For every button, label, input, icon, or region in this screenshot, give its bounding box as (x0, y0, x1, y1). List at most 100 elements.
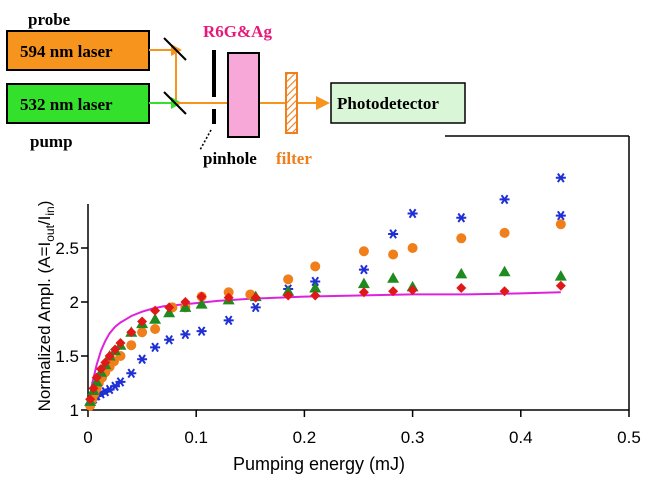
laser-594-label: 594 nm laser (20, 42, 113, 61)
data-point-asterisk (150, 342, 161, 353)
photodetector-label: Photodetector (337, 94, 439, 113)
data-point-diamond (115, 338, 126, 349)
data-point-circle (358, 246, 369, 257)
y-axis-label-mid: /I (35, 216, 54, 225)
y-tick-label: 2 (70, 293, 79, 312)
setup-diagram: probe 594 nm laser 532 nm laser pump pin… (6, 10, 466, 168)
data-point-triangle (357, 277, 370, 289)
data-marks-layer (84, 172, 567, 411)
x-axis-label: Pumping energy (mJ) (233, 454, 405, 474)
data-point-asterisk (310, 276, 321, 287)
data-point-circle (137, 327, 148, 338)
data-point-asterisk (126, 368, 137, 379)
data-point-triangle (149, 313, 162, 324)
data-point-diamond (137, 316, 148, 327)
series-triangle (84, 265, 567, 406)
data-point-asterisk (223, 315, 234, 326)
data-point-diamond (407, 285, 418, 296)
x-tick-label: 0 (83, 428, 92, 447)
data-point-asterisk (196, 326, 207, 336)
x-tick-label: 0.5 (617, 428, 641, 447)
filter (285, 72, 298, 134)
data-point-triangle (498, 265, 511, 277)
mirror-top (163, 37, 187, 61)
photodetector-box (330, 82, 466, 124)
data-point-triangle (282, 285, 295, 296)
data-point-circle (407, 243, 418, 253)
sample-label: R6G&Ag (203, 22, 272, 41)
data-point-diamond (164, 302, 175, 313)
y-tick-labels: 1 1.5 2 2.5 (55, 239, 79, 420)
data-point-diamond (126, 327, 137, 338)
data-point-circle (499, 227, 510, 238)
data-point-diamond (85, 394, 96, 405)
x-tick-label: 0.2 (293, 428, 317, 447)
data-point-diamond (456, 282, 467, 293)
data-point-triangle (554, 270, 567, 281)
x-tick-label: 0.3 (401, 428, 425, 447)
series-asterisk (85, 172, 566, 410)
filter-label: filter (276, 149, 312, 168)
y-axis-label-end: ) (35, 201, 54, 207)
x-tick-labels: 0 0.1 0.2 0.3 0.4 0.5 (83, 428, 641, 447)
data-point-diamond (88, 383, 99, 394)
data-point-circle (150, 324, 161, 334)
data-point-asterisk (456, 212, 467, 223)
data-point-circle (283, 274, 294, 285)
data-point-diamond (100, 357, 111, 368)
data-point-asterisk (137, 354, 148, 365)
data-point-triangle (195, 298, 208, 309)
data-point-asterisk (115, 377, 126, 387)
data-point-circle (555, 219, 566, 230)
data-point-asterisk (499, 194, 510, 205)
probe-label: probe (28, 10, 71, 29)
pump-label: pump (30, 132, 73, 151)
probe-beam (149, 49, 177, 103)
data-point-diamond (150, 305, 161, 316)
data-point-diamond (555, 280, 566, 291)
data-point-circle (310, 261, 321, 272)
data-point-diamond (110, 344, 121, 355)
data-point-circle (223, 287, 234, 298)
y-axis-label-main: Normalized Ampl. (A=I (35, 242, 54, 412)
sample-cuvette (227, 52, 260, 138)
data-point-asterisk (164, 334, 175, 345)
output-beam-arrowhead (316, 96, 330, 110)
pinhole-pointer (199, 129, 212, 151)
data-point-asterisk (388, 229, 399, 239)
y-tick-label: 2.5 (55, 239, 79, 258)
y-ticks (81, 247, 88, 411)
y-tick-label: 1 (70, 401, 79, 420)
x-ticks (87, 410, 630, 417)
data-point-asterisk (358, 264, 369, 275)
data-point-asterisk (555, 172, 566, 183)
data-point-circle (126, 340, 137, 351)
y-tick-label: 1.5 (55, 347, 79, 366)
data-point-diamond (250, 292, 261, 303)
y-axis-label-sub-in: in (43, 206, 57, 215)
data-point-diamond (91, 372, 102, 383)
laser-532-label: 532 nm laser (20, 95, 113, 114)
data-point-diamond (180, 297, 191, 307)
data-point-triangle (309, 281, 322, 293)
series-circle (85, 219, 566, 411)
x-tick-label: 0.1 (184, 428, 208, 447)
data-point-diamond (196, 291, 207, 302)
data-point-diamond (223, 292, 234, 303)
data-point-diamond (95, 363, 106, 374)
data-point-diamond (499, 286, 510, 297)
data-point-diamond (310, 290, 321, 301)
chart: 0 0.1 0.2 0.3 0.4 0.5 1 1.5 2 2.5 Pumping energy… (35, 135, 641, 474)
data-point-diamond (283, 290, 294, 301)
data-point-diamond (358, 287, 369, 298)
pinhole-label: pinhole (203, 149, 257, 168)
data-point-diamond (104, 351, 115, 361)
data-point-asterisk (407, 208, 418, 219)
data-point-circle (388, 249, 399, 260)
data-point-asterisk (180, 329, 191, 340)
data-point-circle (456, 233, 467, 244)
data-point-triangle (387, 272, 400, 283)
data-point-asterisk (555, 210, 566, 221)
